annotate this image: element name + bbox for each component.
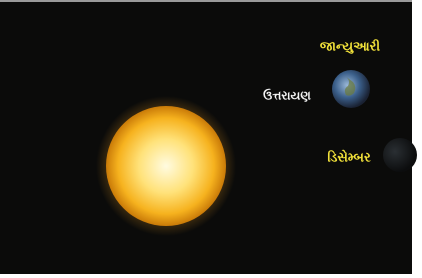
caption-december: ડિસેમ્બર <box>327 148 371 165</box>
caption-january: જાન્યુઆરી <box>320 38 380 55</box>
caption-uttarayan: ઉત્તરાયણ <box>263 88 311 103</box>
video-frame: જાન્યુઆરી ઉત્તરાયણ ડિસેમ્બર <box>0 0 422 278</box>
page: જાન્યુઆરી ઉત્તરાયણ ડિસેમ્બર (() => { con… <box>0 0 422 278</box>
sun <box>106 106 226 226</box>
earth-december <box>383 138 417 172</box>
top-edge <box>0 0 412 2</box>
